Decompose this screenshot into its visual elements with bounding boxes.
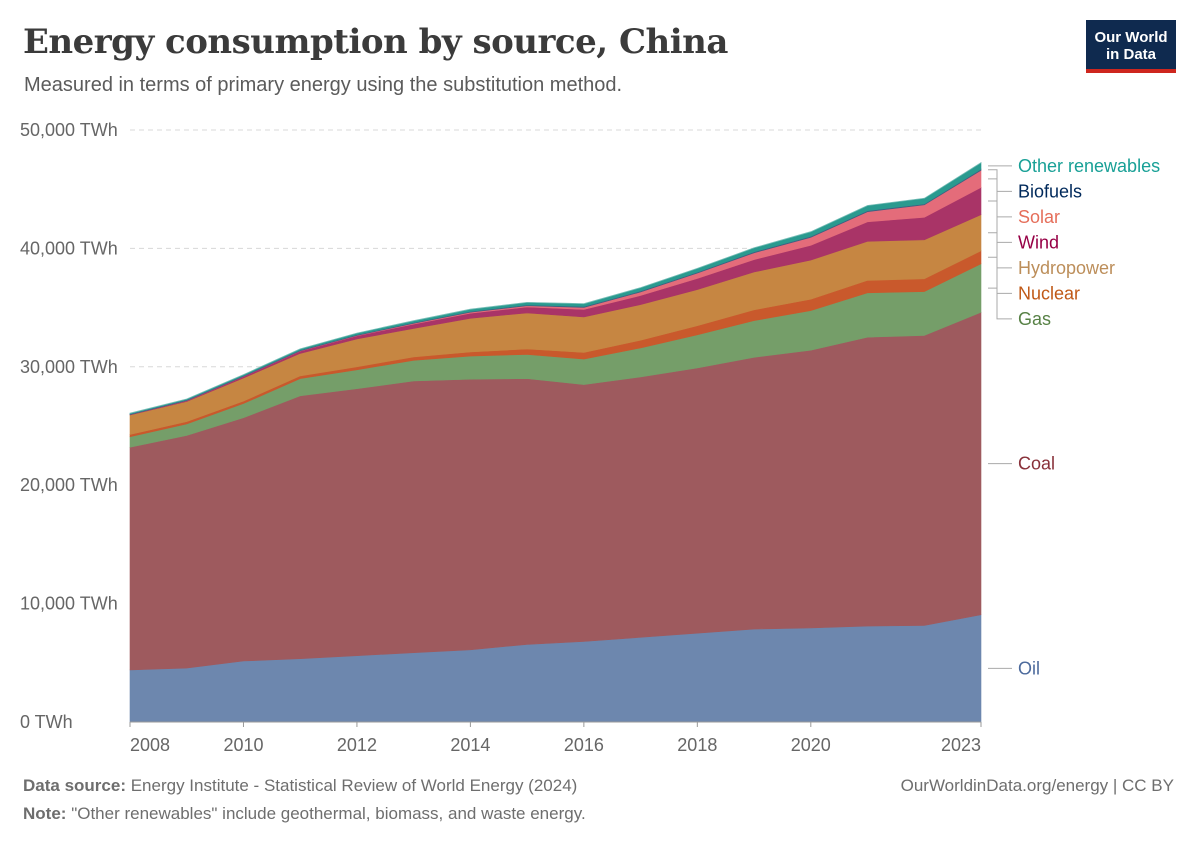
credit-link[interactable]: OurWorldinData.org/energy | CC BY [900,776,1174,795]
chart-subtitle: Measured in terms of primary energy usin… [24,74,623,96]
owid-logo[interactable]: Our World in Data [1086,20,1176,73]
legend-label-gas[interactable]: Gas [1018,309,1051,329]
y-tick-label: 0 TWh [20,712,73,732]
logo-line-1: Our World [1094,29,1168,46]
legend-label-oil[interactable]: Oil [1018,658,1040,678]
x-tick-label: 2012 [337,735,377,755]
x-tick-label: 2018 [677,735,717,755]
legend-label-biofuels[interactable]: Biofuels [1018,181,1082,201]
y-tick-label: 30,000 TWh [20,357,118,377]
y-tick-label: 40,000 TWh [20,238,118,258]
x-tick-label: 2016 [564,735,604,755]
logo-line-2: in Data [1105,46,1156,63]
legend-label-coal[interactable]: Coal [1018,454,1055,474]
legend-leader-hydropower [988,232,1012,269]
legend-leader-solar [988,178,1012,218]
x-tick-label: 2008 [130,735,170,755]
chart-note: Note: "Other renewables" include geother… [23,804,586,824]
data-source-label: Data source: [23,776,126,795]
data-source: Data source: Energy Institute - Statisti… [23,776,577,796]
data-source-link[interactable]: Energy Institute - Statistical Review of… [130,776,578,795]
note-text: "Other renewables" include geothermal, b… [71,804,586,823]
x-tick-label: 2010 [223,735,263,755]
legend-leader-wind [988,200,1012,243]
x-tick-label: 2020 [791,735,831,755]
y-tick-label: 10,000 TWh [20,594,118,614]
legend-label-solar[interactable]: Solar [1018,207,1060,227]
y-tick-label: 50,000 TWh [20,120,118,140]
x-tick-label: 2014 [450,735,490,755]
legend-label-hydropower[interactable]: Hydropower [1018,258,1115,278]
y-tick-label: 20,000 TWh [20,475,118,495]
legend-label-wind[interactable]: Wind [1018,232,1059,252]
legend-leader-gas [988,287,1012,320]
legend-leader-biofuels [988,169,1012,192]
total-outline [129,162,982,414]
note-label: Note: [23,804,67,823]
legend-label-other-renewables[interactable]: Other renewables [1018,156,1160,176]
legend-leader-nuclear [988,256,1012,294]
x-tick-label: 2023 [941,735,981,755]
chart-title: Energy consumption by source, China [23,22,728,62]
legend-label-nuclear[interactable]: Nuclear [1018,283,1080,303]
area-other-renewables[interactable] [129,162,982,415]
